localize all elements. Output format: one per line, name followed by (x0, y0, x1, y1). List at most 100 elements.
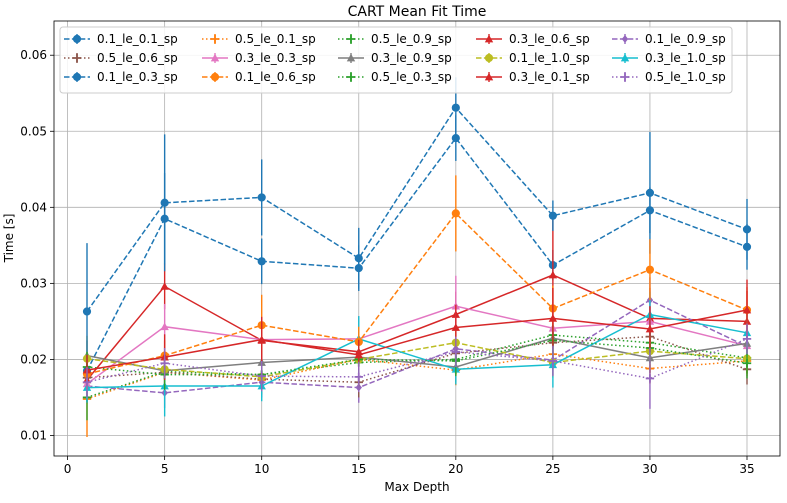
data-point (548, 314, 558, 322)
data-point (160, 282, 169, 290)
legend-marker (72, 72, 82, 82)
legend-item: 0.1_le_0.3_sp (64, 70, 178, 84)
x-tick-label: 35 (739, 462, 754, 476)
data-point (742, 305, 752, 314)
series-line (86, 353, 748, 400)
series-line (86, 338, 748, 383)
data-point (742, 225, 752, 234)
series-line (86, 313, 748, 389)
legend-item: 0.3_le_0.9_sp (338, 51, 452, 65)
legend-label: 0.1_le_0.6_sp (235, 70, 316, 84)
x-tick-label: 10 (254, 462, 269, 476)
series-line (86, 299, 748, 394)
legend-item: 0.5_le_0.1_sp (202, 32, 316, 46)
legend-marker (346, 72, 356, 82)
legend-label: 0.3_le_0.3_sp (235, 51, 316, 65)
y-axis-label: Time [s] (2, 214, 16, 264)
legend-label: 0.1_le_0.1_sp (97, 32, 178, 46)
legend-marker (484, 34, 494, 43)
legend-item: 0.1_le_0.6_sp (202, 70, 316, 84)
legend-marker (210, 72, 220, 82)
legend-label: 0.1_le_0.9_sp (645, 32, 726, 46)
legend-label: 0.5_le_1.0_sp (645, 70, 726, 84)
legend-label: 0.3_le_0.9_sp (371, 51, 452, 65)
x-tick-label: 15 (351, 462, 366, 476)
data-point (742, 359, 752, 368)
data-point (451, 323, 461, 331)
data-point (645, 265, 655, 274)
data-point (548, 356, 558, 366)
data-point (354, 350, 363, 359)
data-point (354, 254, 363, 263)
data-point (645, 188, 655, 197)
series-line (86, 274, 748, 381)
series-layer (82, 77, 752, 437)
legend-label: 0.3_le_1.0_sp (645, 51, 726, 65)
chart-title: CART Mean Fit Time (348, 4, 487, 20)
legend-item: 0.5_le_0.9_sp (338, 32, 452, 46)
y-tick-label: 0.05 (20, 124, 47, 138)
series-line (86, 309, 748, 371)
legend-marker (72, 34, 82, 44)
axis-ticks: 0 5 10 15 20 25 30 35 0.01 0.02 0.03 0.04 0.05 0.06 (20, 48, 754, 476)
data-point (257, 371, 266, 381)
legend-marker (346, 34, 356, 44)
legend-label: 0.5_le_0.6_sp (97, 51, 178, 65)
legend-label: 0.5_le_0.9_sp (371, 32, 452, 46)
x-tick-label: 30 (642, 462, 657, 476)
data-point (160, 198, 169, 207)
series-0.5_le_1.0_sp (82, 323, 752, 409)
legend-item: 0.1_le_1.0_sp (476, 51, 590, 65)
series-line (86, 106, 748, 312)
data-point (257, 257, 266, 266)
data-point (257, 193, 266, 202)
series-line (86, 136, 748, 372)
legend-marker (484, 72, 494, 81)
series-0.1_le_0.3_sp (82, 77, 752, 380)
y-tick-label: 0.02 (20, 352, 47, 366)
x-tick-label: 0 (64, 462, 72, 476)
data-point (645, 324, 655, 333)
legend-label: 0.3_le_0.1_sp (509, 70, 590, 84)
legend-marker (484, 53, 494, 63)
plot-frame (53, 20, 781, 457)
legend-marker (620, 72, 630, 82)
series-line (86, 212, 748, 375)
data-point (160, 322, 169, 331)
data-point (354, 372, 363, 382)
legend-label: 0.3_le_0.6_sp (509, 32, 590, 46)
series-line (86, 334, 748, 399)
x-tick-label: 5 (161, 462, 169, 476)
data-point (82, 378, 92, 387)
x-tick-label: 25 (545, 462, 560, 476)
y-tick-label: 0.04 (20, 200, 47, 214)
data-point (160, 359, 169, 368)
legend-item: 0.5_le_0.6_sp (64, 51, 178, 65)
legend-item: 0.3_le_1.0_sp (612, 51, 726, 65)
legend-label: 0.5_le_0.1_sp (235, 32, 316, 46)
data-point (742, 334, 752, 344)
legend-item: 0.5_le_0.3_sp (338, 70, 452, 84)
y-tick-label: 0.03 (20, 276, 47, 290)
data-point (645, 374, 655, 383)
data-point (451, 347, 461, 357)
legend-item: 0.1_le_0.1_sp (64, 32, 178, 46)
legend-item: 0.1_le_0.9_sp (612, 32, 726, 46)
legend-item: 0.3_le_0.1_sp (476, 70, 590, 84)
series-line (86, 337, 748, 372)
legend-item: 0.3_le_0.6_sp (476, 32, 590, 46)
legend-marker (346, 53, 356, 62)
legend-label: 0.1_le_0.3_sp (97, 70, 178, 84)
y-tick-label: 0.01 (20, 428, 47, 442)
legend-marker (621, 35, 629, 43)
legend: 0.1_le_0.1_sp 0.5_le_0.1_sp 0.5_le_0.9_sp 0… (59, 26, 733, 94)
series-line (86, 341, 748, 378)
y-tick-label: 0.06 (20, 48, 47, 62)
legend-marker (210, 53, 220, 62)
series-line (86, 335, 748, 383)
data-point (548, 211, 557, 220)
legend-label: 0.1_le_1.0_sp (509, 51, 590, 65)
legend-item: 0.5_le_1.0_sp (612, 70, 726, 84)
x-tick-label: 20 (448, 462, 463, 476)
